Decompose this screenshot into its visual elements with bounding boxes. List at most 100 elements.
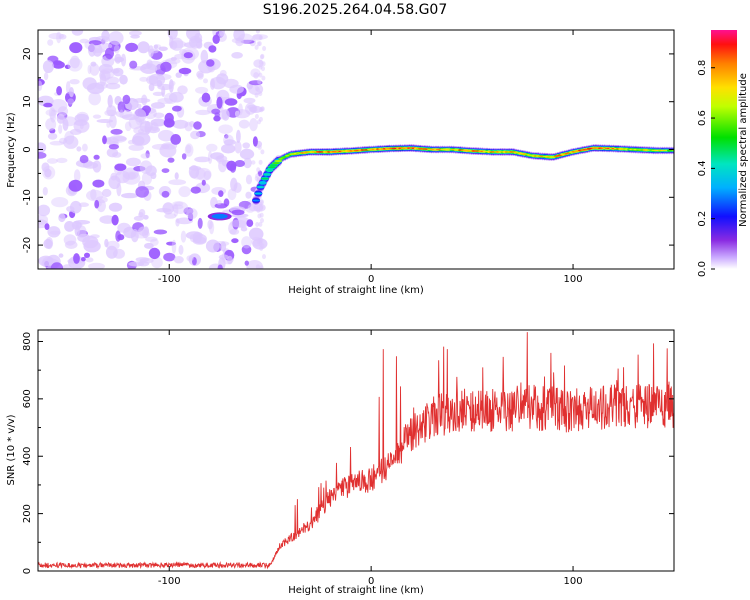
noise-blob — [85, 257, 94, 263]
noise-blob — [88, 262, 105, 269]
noise-blob — [173, 203, 179, 217]
noise-blob — [96, 119, 114, 123]
noise-blob — [260, 149, 265, 155]
ridge-segment — [265, 169, 274, 172]
noise-blob — [56, 86, 62, 96]
noise-blob — [150, 118, 166, 127]
noise-blob — [169, 91, 184, 103]
noise-blob — [45, 237, 54, 250]
noise-blob — [66, 206, 75, 212]
noise-blob — [113, 44, 120, 54]
noise-blob — [254, 92, 259, 98]
noise-blob — [43, 102, 53, 108]
colorbar-gradient — [711, 30, 737, 269]
noise-blob — [184, 121, 193, 132]
noise-blob — [255, 264, 260, 269]
noise-blob — [259, 246, 264, 251]
noise-blob — [175, 72, 182, 78]
y-tick-label: 600 — [22, 389, 33, 408]
noise-blob — [231, 52, 243, 59]
ridge-segment — [285, 155, 290, 157]
noise-blob — [47, 226, 61, 238]
noise-blob — [161, 168, 170, 174]
x-tick-label: 0 — [368, 274, 374, 285]
colorbar-label: Normalized spectral amplitude — [738, 73, 749, 227]
ridge-segment — [252, 199, 261, 202]
noise-blob — [79, 155, 89, 164]
noise-blob — [110, 128, 123, 135]
noise-blob — [153, 112, 165, 119]
noise-blob — [233, 30, 245, 42]
colorbar-tick-label: 0.0 — [697, 261, 708, 277]
noise-blob — [45, 118, 57, 131]
noise-blob — [58, 213, 66, 223]
noise-blob — [145, 236, 158, 242]
noise-blob — [132, 132, 151, 146]
noise-blob — [218, 30, 225, 37]
noise-blob — [186, 208, 198, 220]
ridge-segment — [280, 157, 285, 159]
noise-blob — [257, 79, 262, 85]
noise-blob — [90, 188, 97, 201]
noise-blob — [58, 253, 64, 258]
noise-blob — [50, 262, 64, 269]
noise-blob — [214, 112, 220, 118]
noise-blob — [257, 144, 262, 150]
noise-blob — [262, 46, 267, 51]
y-tick-label: 10 — [22, 95, 33, 108]
noise-blob — [148, 247, 161, 260]
noise-blob — [71, 30, 84, 36]
colorbar-ticks: 0.0 0.2 0.4 0.6 0.8 — [697, 60, 715, 277]
noise-blob — [38, 80, 43, 91]
noise-blob — [124, 121, 132, 132]
noise-blob — [92, 114, 102, 119]
noise-blob — [195, 86, 209, 94]
noise-blob — [88, 43, 96, 57]
noise-blob — [51, 197, 69, 208]
noise-blob — [112, 136, 127, 142]
noise-blob — [243, 157, 252, 169]
noise-blob — [153, 229, 168, 235]
noise-blob — [258, 72, 263, 78]
noise-blob — [258, 91, 263, 97]
noise-blob — [151, 256, 163, 269]
noise-blob — [73, 220, 91, 225]
noise-blob — [167, 30, 178, 40]
noise-blob — [122, 171, 141, 185]
noise-blob — [47, 132, 58, 140]
noise-blob — [241, 244, 252, 255]
noise-blob — [133, 98, 151, 103]
noise-blob — [220, 241, 227, 252]
y-tick-label: -20 — [22, 237, 33, 253]
noise-blob — [164, 213, 177, 219]
noise-blob — [88, 91, 101, 106]
noise-blob — [256, 41, 261, 47]
noise-blob — [69, 87, 74, 98]
noise-blob — [38, 152, 47, 159]
noise-blob — [122, 94, 131, 105]
noise-blob — [238, 103, 243, 116]
noise-blob — [42, 186, 48, 196]
noise-blob — [38, 255, 54, 267]
noise-blob — [127, 139, 135, 145]
noise-blob — [111, 214, 119, 226]
colorbar-tick-label: 0.8 — [697, 60, 708, 76]
x-tick-label: 100 — [564, 274, 583, 285]
y-tick-label: 200 — [22, 504, 33, 523]
ridge-segment — [267, 166, 276, 169]
noise-blob — [178, 244, 184, 255]
noise-blob — [252, 136, 258, 147]
x-tick-label: -100 — [158, 274, 181, 285]
ridge-segment — [254, 192, 263, 195]
noise-blob — [255, 222, 260, 227]
noise-blob — [44, 223, 50, 231]
noise-blob — [108, 31, 124, 46]
noise-blob — [207, 219, 213, 230]
noise-blob — [170, 56, 177, 61]
noise-blob — [160, 61, 172, 72]
noise-blob — [185, 144, 192, 154]
noise-blob — [59, 137, 68, 144]
noise-blob — [170, 134, 181, 145]
noise-blob — [125, 42, 138, 53]
